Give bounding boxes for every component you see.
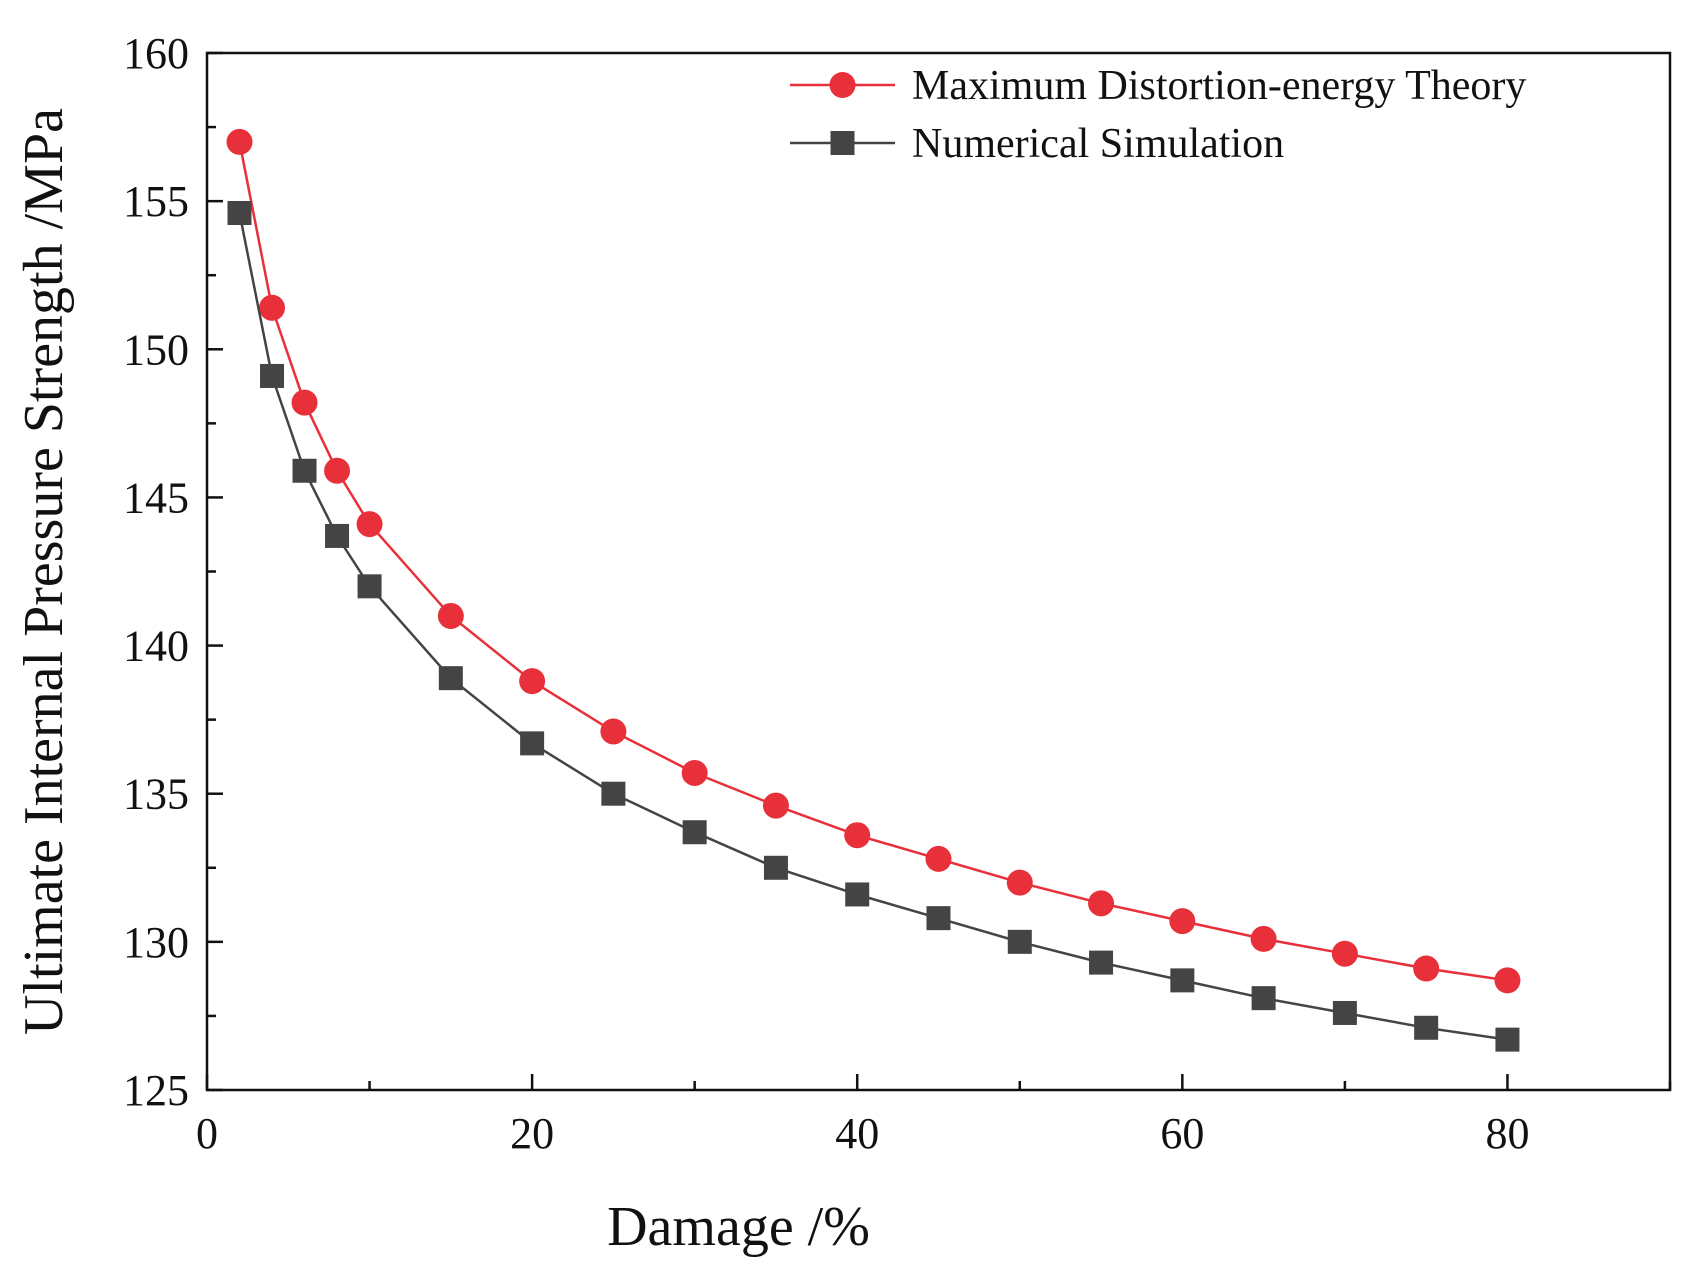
data-point <box>325 523 350 548</box>
legend: Maximum Distortion-energy Theory Numerica… <box>790 63 1526 167</box>
data-point <box>259 294 286 321</box>
legend-label: Maximum Distortion-energy Theory <box>912 63 1526 109</box>
data-point <box>763 855 788 880</box>
data-point <box>925 845 952 872</box>
data-point <box>1006 869 1033 896</box>
y-tick-label: 125 <box>123 1066 189 1115</box>
data-point <box>1331 940 1358 967</box>
data-point <box>324 457 351 484</box>
series-layer <box>226 128 1521 1052</box>
series-line <box>238 141 1508 982</box>
series-line <box>238 212 1508 1041</box>
y-tick-label: 155 <box>123 177 189 226</box>
data-point <box>762 792 789 819</box>
data-point <box>1495 1027 1520 1052</box>
data-point <box>438 666 463 691</box>
series-1 <box>226 128 1521 994</box>
y-tick-label: 145 <box>123 473 189 522</box>
data-point <box>1494 967 1521 994</box>
legend-item-2: Numerical Simulation <box>790 121 1284 167</box>
data-point <box>1251 986 1276 1011</box>
plot-frame <box>205 51 1672 1092</box>
data-point <box>227 200 252 225</box>
data-point <box>681 759 708 786</box>
data-point <box>357 574 382 599</box>
data-point <box>520 731 545 756</box>
data-point <box>601 781 626 806</box>
data-point <box>1332 1000 1357 1025</box>
x-tick-label: 60 <box>1160 1109 1204 1158</box>
legend-label: Numerical Simulation <box>912 121 1284 167</box>
y-axis-title: Ultimate Internal Pressure Strength /MPa <box>13 108 75 1035</box>
data-point <box>1413 955 1440 982</box>
data-point <box>844 822 871 849</box>
data-point <box>1088 890 1115 917</box>
axes: 0 20 40 60 80 125 130 135 140 145 150 155 160 <box>123 29 1672 1158</box>
data-point <box>292 458 317 483</box>
data-point <box>1250 925 1277 952</box>
data-point <box>291 389 318 416</box>
data-point <box>260 363 285 388</box>
data-point <box>356 511 383 538</box>
data-point <box>600 718 627 745</box>
series-2 <box>227 200 1520 1052</box>
data-point <box>1414 1015 1439 1040</box>
data-point <box>682 820 707 845</box>
data-point <box>519 668 546 695</box>
legend-marker <box>830 131 855 155</box>
data-point <box>437 602 464 629</box>
data-point <box>1089 950 1114 975</box>
legend-item-1: Maximum Distortion-energy Theory <box>790 63 1526 109</box>
data-point <box>1170 968 1195 993</box>
data-point <box>226 128 253 155</box>
x-axis-title: Damage /% <box>607 1196 870 1258</box>
data-point <box>845 882 870 907</box>
data-point <box>1169 908 1196 935</box>
y-tick-label: 150 <box>123 325 189 374</box>
x-tick-label: 20 <box>510 1109 554 1158</box>
x-tick-label: 0 <box>196 1109 218 1158</box>
y-tick-label: 135 <box>123 770 189 819</box>
x-tick-label: 40 <box>835 1109 879 1158</box>
legend-marker <box>829 72 856 98</box>
y-tick-label: 140 <box>123 622 189 671</box>
x-tick-label: 80 <box>1485 1109 1529 1158</box>
data-point <box>1007 929 1032 954</box>
y-tick-label: 160 <box>123 29 189 78</box>
y-tick-label: 130 <box>123 918 189 967</box>
data-point <box>926 906 951 931</box>
